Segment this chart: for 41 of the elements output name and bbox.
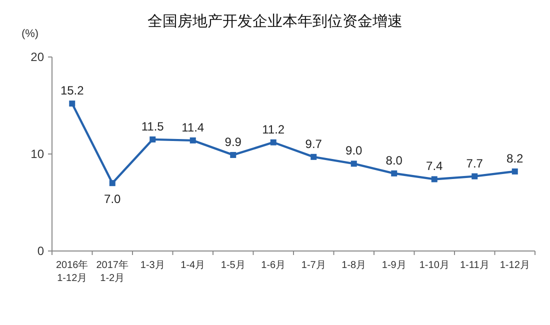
- x-tick-label: 1-8月: [342, 260, 366, 271]
- point: [270, 139, 276, 146]
- point: [472, 173, 478, 180]
- x-tick-label: 1-6月: [261, 260, 286, 271]
- x-tick-label: 1-4月: [180, 260, 206, 271]
- x-tick-label: 2017年 1-2月: [96, 259, 128, 284]
- y-tick-label: 10: [30, 147, 44, 161]
- x-tick-label: 1-10月: [419, 260, 450, 271]
- chart-title: 全国房地产开发企业本年到位资金增速: [148, 13, 402, 30]
- point: [391, 170, 398, 176]
- data-label: 11.2: [262, 122, 285, 136]
- data-label: 15.2: [60, 84, 84, 98]
- x-tick-label: 1-5月: [220, 260, 246, 271]
- data-label: 11.5: [141, 119, 164, 134]
- point: [69, 100, 76, 107]
- data-label: 8.2: [506, 151, 524, 166]
- point: [190, 137, 196, 144]
- y-tick-label: 20: [30, 50, 44, 64]
- data-label: 9.7: [305, 136, 322, 151]
- x-tick-label: 2016年 1-12月: [56, 259, 88, 284]
- point: [109, 180, 116, 186]
- data-label: 7.0: [104, 192, 122, 206]
- point: [150, 136, 156, 142]
- x-tick-label: 1-9月: [382, 260, 406, 271]
- point: [350, 160, 357, 167]
- x-tick-label: 1-12月: [500, 260, 530, 271]
- data-label: 9.0: [346, 144, 363, 158]
- y-tick-label: 0: [37, 244, 44, 258]
- point: [512, 168, 518, 174]
- x-tick-label: 1-3月: [140, 260, 165, 271]
- y-axis-title: (%): [21, 28, 39, 40]
- data-label: 9.9: [224, 134, 242, 149]
- data-label: 11.4: [182, 120, 204, 134]
- data-label: 8.0: [386, 153, 403, 168]
- point: [431, 176, 438, 182]
- x-tick-label: 1-11月: [460, 260, 490, 271]
- data-label: 7.4: [426, 159, 444, 174]
- data-label: 7.7: [466, 156, 484, 170]
- x-tick-label: 1-7月: [301, 260, 326, 271]
- point: [230, 152, 236, 158]
- point: [310, 154, 317, 160]
